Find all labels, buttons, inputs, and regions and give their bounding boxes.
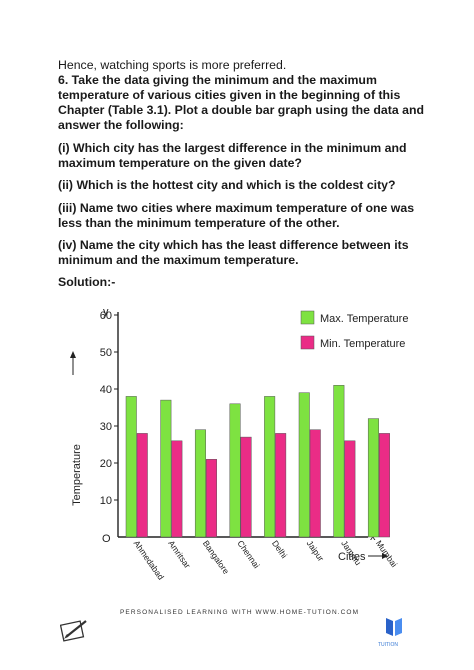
bar-max — [160, 399, 172, 538]
y-tick-label: 20 — [100, 458, 112, 470]
bar-min — [344, 440, 356, 538]
question-iii: (iii) Name two cities where maximum temp… — [58, 201, 415, 230]
bar-min — [309, 429, 321, 538]
x-axis-title: Cities — [338, 551, 366, 563]
x-tick-label: Chennai — [235, 538, 261, 570]
bar-min — [378, 433, 390, 538]
x-tick-label: Jaipur — [305, 538, 327, 563]
pen-and-paper-icon — [60, 620, 87, 642]
x-tick-label: Bangalore — [201, 538, 232, 576]
bar-max — [367, 418, 379, 538]
y-axis-title: Temperature — [71, 444, 83, 506]
double-bar-chart: yxO102030405060TemperatureAhmedabadAmrit… — [70, 306, 408, 582]
question-iv: (iv) Name the city which has the least d… — [58, 238, 409, 267]
y-tick-label: 60 — [100, 310, 112, 322]
question-ii: (ii) Which is the hottest city and which… — [58, 178, 396, 192]
x-axis-arrow-head — [382, 553, 388, 559]
y-tick-label: 40 — [100, 384, 112, 396]
bar-max — [333, 385, 345, 538]
x-tick-label: Ahmedabad — [132, 538, 167, 582]
solution-heading: Solution:- — [58, 275, 116, 289]
question-6: 6. Take the data giving the minimum and … — [58, 73, 424, 132]
y-tick-label: 50 — [100, 347, 112, 359]
bar-min — [171, 440, 183, 538]
bar-min — [240, 436, 252, 538]
question-i: (i) Which city has the largest differenc… — [58, 141, 407, 170]
y-axis-letter: y — [103, 306, 109, 318]
book-logo-icon — [386, 618, 402, 636]
bar-max — [264, 396, 276, 538]
y-tick-label: 30 — [100, 421, 112, 433]
bar-max — [298, 392, 310, 538]
origin-label: O — [102, 533, 111, 545]
x-tick-label: Amritsar — [166, 538, 192, 570]
x-tick-label: Delhi — [270, 538, 289, 560]
legend-label-max: Max. Temperature — [320, 313, 408, 325]
intro-text: Hence, watching sports is more preferred… — [58, 58, 287, 72]
bar-min — [136, 433, 148, 538]
y-tick-label: 10 — [100, 495, 112, 507]
bar-min — [205, 459, 217, 538]
legend-label-min: Min. Temperature — [320, 338, 405, 350]
brand-name: TUITION — [378, 642, 398, 648]
footer-text: PERSONALISED LEARNING WITH WWW.HOME-TUTI… — [120, 609, 360, 616]
y-axis-arrow-head — [70, 351, 76, 358]
bar-max — [125, 396, 137, 538]
bar-min — [275, 433, 287, 538]
legend-swatch-max — [300, 310, 315, 325]
bar-max — [229, 403, 241, 538]
x-tick-label: Mumbai — [374, 538, 400, 569]
bar-max — [194, 429, 206, 538]
legend-swatch-min — [300, 335, 315, 350]
